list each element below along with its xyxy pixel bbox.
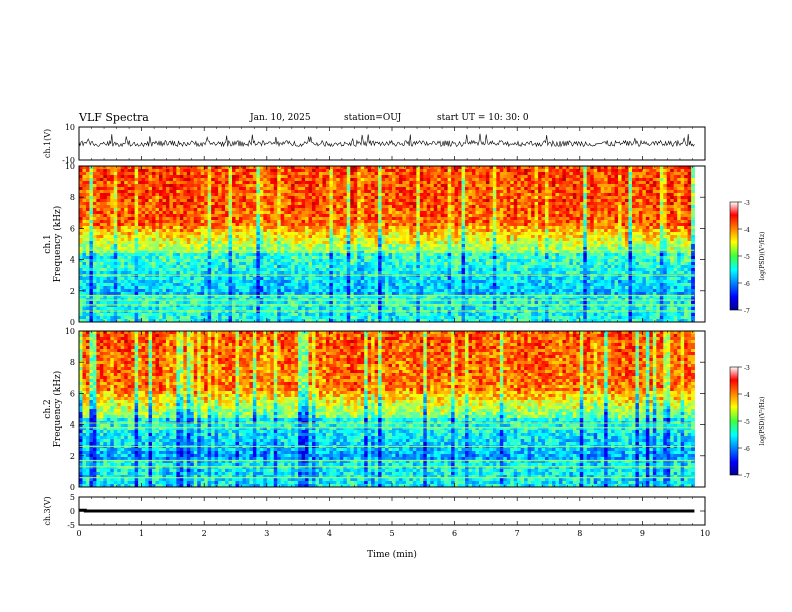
y-tick-label: 10 [65, 123, 75, 132]
colorbar-tick-label: -6 [744, 446, 750, 453]
colorbar-tick-label: -4 [744, 392, 750, 399]
ch1-waveform-axis-label: ch.1(V) [43, 129, 52, 158]
ch1-axis-label: Frequency (kHz) [52, 206, 63, 283]
x-tick-label: 3 [264, 529, 269, 538]
ch1-waveform-panel [79, 127, 705, 160]
y-tick-label: 5 [70, 493, 75, 502]
ch3-axis-label: ch.3(V) [43, 496, 52, 525]
colorbar-tick-label: -5 [744, 419, 750, 426]
x-tick-label: 0 [76, 529, 81, 538]
x-tick-label: 2 [202, 529, 207, 538]
y-tick-label: 10 [65, 327, 75, 336]
x-tick-label: 6 [452, 529, 457, 538]
y-tick-label: 2 [70, 287, 75, 296]
colorbar-tick-label: -3 [744, 200, 750, 207]
x-tick-label: 1 [139, 529, 144, 538]
x-tick-label: 8 [577, 529, 582, 538]
ch3-level-trace [79, 510, 694, 511]
colorbar-tick-label: -5 [744, 254, 750, 261]
ch3-level-panel [79, 497, 705, 525]
x-tick-label: 4 [327, 529, 332, 538]
y-tick-label: 8 [70, 358, 75, 367]
y-tick-label: 4 [70, 256, 75, 265]
ch2-axis-label: Frequency (kHz) [52, 371, 63, 448]
x-tick-label: 5 [389, 529, 394, 538]
y-tick-label: 6 [70, 389, 75, 398]
y-tick-label: 0 [70, 507, 75, 516]
y-tick-label: 2 [70, 452, 75, 461]
x-axis-label: Time (min) [367, 549, 417, 560]
colorbar-tick-label: -7 [744, 473, 750, 480]
y-tick-label: 6 [70, 224, 75, 233]
ch2-colorbar [730, 367, 738, 475]
ch1-colorbar-label: log(PSD)(V²/Hz) [759, 232, 766, 281]
y-tick-label: 4 [70, 421, 75, 430]
y-tick-label: 0 [70, 483, 75, 492]
ch2-label: ch.2 [43, 399, 53, 418]
ch2-spectrogram-panel [79, 331, 705, 487]
colorbar-tick-label: -4 [744, 227, 750, 234]
colorbar-tick-label: -7 [744, 308, 750, 315]
x-tick-label: 7 [515, 529, 520, 538]
y-tick-label: 8 [70, 193, 75, 202]
x-tick-label: 10 [700, 529, 710, 538]
ch1-label: ch.1 [43, 234, 53, 253]
colorbar-tick-label: -3 [744, 365, 750, 372]
y-tick-label: -5 [67, 521, 75, 530]
y-tick-label: -10 [62, 156, 75, 165]
x-tick-label: 9 [640, 529, 645, 538]
colorbar-tick-label: -6 [744, 281, 750, 288]
ch2-colorbar-label: log(PSD)(V²/Hz) [759, 397, 766, 446]
ch1-colorbar [730, 202, 738, 310]
ch1-spectrogram-panel [79, 166, 705, 322]
y-tick-label: 0 [70, 318, 75, 327]
